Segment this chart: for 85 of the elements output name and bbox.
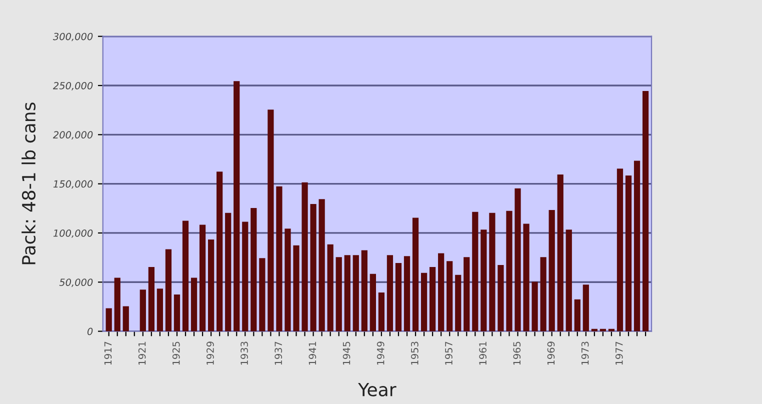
bar: [395, 263, 402, 332]
y-axis-title: Pack: 48-1 lb cans: [22, 102, 36, 264]
bar: [216, 172, 223, 332]
x-tick-label: 1937: [274, 342, 282, 365]
bar: [455, 274, 462, 332]
x-tick-label: 1965: [513, 342, 521, 365]
bar: [302, 182, 308, 332]
bar: [566, 230, 572, 332]
bar: [464, 257, 470, 332]
bar: [404, 256, 410, 332]
bar: [199, 224, 206, 332]
bar: [489, 212, 496, 332]
bar: [532, 282, 538, 332]
bar: [327, 244, 334, 332]
bar: [582, 284, 589, 332]
y-tick-label: 50,000: [59, 278, 93, 287]
bar: [310, 204, 316, 332]
x-tick-label: 1977: [615, 342, 623, 365]
bar: [208, 239, 214, 332]
y-tick-label: 200,000: [52, 131, 93, 140]
y-tick-label: 100,000: [53, 229, 93, 238]
x-tick-label: 1945: [342, 342, 350, 365]
x-tick-label: 1933: [240, 342, 248, 365]
bar: [480, 230, 487, 332]
x-tick-label: 1961: [479, 342, 486, 365]
bar: [642, 90, 649, 332]
bar: [574, 299, 580, 332]
y-tick-label: 300,000: [52, 32, 93, 42]
bar: [336, 257, 342, 332]
bar: [293, 245, 300, 332]
bar: [114, 278, 120, 332]
bar: [378, 292, 385, 332]
bar: [540, 257, 546, 332]
bar: [523, 224, 530, 332]
x-tick-label: 1949: [376, 342, 384, 365]
bar: [634, 160, 640, 332]
bar: [438, 253, 444, 332]
bar: [182, 220, 189, 332]
x-tick-label: 1953: [410, 342, 418, 365]
bar: [122, 306, 129, 332]
bar: [156, 288, 164, 332]
x-tick-label: 1921: [138, 342, 146, 365]
bar: [506, 210, 512, 332]
bar: [268, 110, 274, 332]
bar: [412, 218, 419, 332]
bar: [361, 250, 368, 332]
bar: [140, 290, 146, 332]
x-tick-label: 1941: [308, 342, 316, 365]
bar: [625, 176, 632, 332]
bar: [344, 255, 350, 332]
x-tick-label: 1957: [445, 342, 452, 365]
bar: [430, 266, 436, 332]
bar: [616, 168, 624, 332]
bar: [225, 212, 232, 332]
bar: [446, 261, 453, 332]
x-tick-label: 1925: [172, 342, 180, 365]
bar: [420, 272, 428, 332]
bar: [259, 258, 266, 332]
y-tick-label: 150,000: [53, 180, 93, 189]
bar: [548, 210, 555, 332]
bar: [514, 188, 521, 332]
bar: [276, 186, 282, 332]
bar: [557, 174, 564, 332]
x-tick-label: 1969: [547, 342, 555, 365]
bar: [174, 294, 180, 332]
y-tick-label: 0: [87, 328, 93, 336]
bar: [148, 266, 154, 332]
bar: [250, 208, 257, 332]
bar: [165, 249, 172, 332]
bar: [318, 199, 325, 332]
bar: [370, 274, 376, 332]
x-tick-label: 1973: [581, 342, 589, 365]
bar: [106, 308, 112, 332]
x-tick-label: 1929: [206, 342, 214, 365]
bar: [234, 81, 240, 332]
bar: [242, 222, 248, 332]
x-axis-title: Year: [358, 382, 396, 396]
bar: [352, 255, 359, 332]
bar: [498, 264, 504, 332]
bar: [386, 255, 394, 332]
bar: [472, 212, 478, 332]
bar: [284, 228, 291, 332]
y-tick-label: 250,000: [52, 82, 93, 90]
x-tick-label: 1917: [104, 342, 112, 365]
bar: [190, 278, 198, 332]
